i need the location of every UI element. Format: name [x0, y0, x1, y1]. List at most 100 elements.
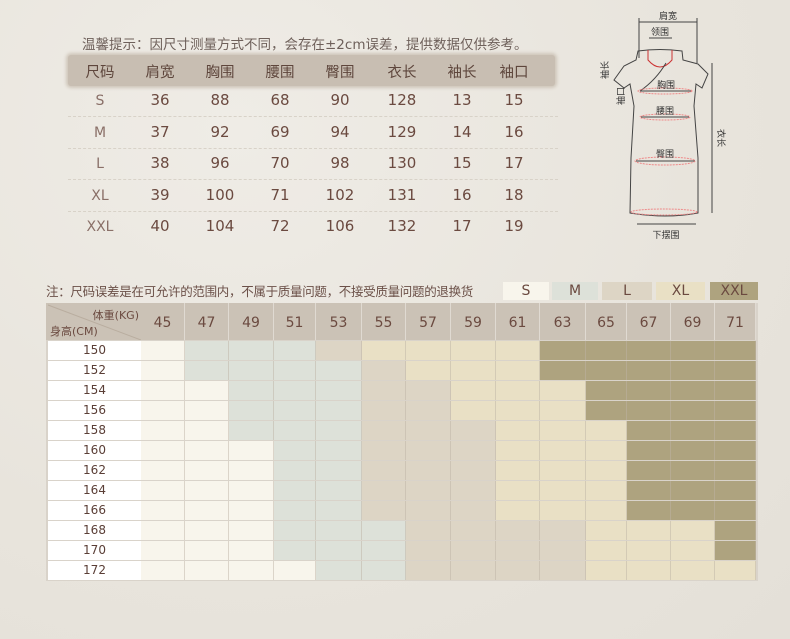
size-table-header: 袖口 — [499, 65, 529, 81]
weight-header: 69 — [671, 303, 715, 340]
grid-cell-s — [185, 461, 229, 480]
weight-header: 71 — [715, 303, 756, 340]
size-table-cell: 100 — [205, 186, 235, 204]
height-label: 170 — [48, 541, 141, 560]
label-shoulder: 肩宽 — [659, 10, 677, 22]
size-table-cell: 68 — [270, 91, 290, 109]
grid-cell-xl — [406, 341, 451, 360]
weight-header: 53 — [316, 303, 362, 340]
grid-cell-xl — [496, 381, 540, 400]
grid-cell-xxl — [586, 401, 627, 420]
grid-cell-xl — [586, 501, 627, 520]
height-label: 160 — [48, 441, 141, 460]
weight-header: 59 — [451, 303, 496, 340]
grid-cell-m — [274, 461, 316, 480]
grid-cell-xl — [715, 561, 756, 580]
height-axis-label: 身高(CM) — [50, 325, 98, 338]
size-label: XL — [91, 188, 109, 204]
grid-cell-xxl — [627, 381, 671, 400]
grid-cell-s — [229, 541, 274, 560]
legend-m: M — [552, 282, 598, 300]
label-waist: 腰围 — [656, 106, 674, 117]
grid-cell-l — [451, 421, 496, 440]
height-label: 150 — [48, 341, 141, 360]
grid-cell-l — [540, 521, 586, 540]
grid-cell-xxl — [671, 441, 715, 460]
label-sleeve: 袖长 — [599, 61, 611, 79]
size-table-cell: 19 — [504, 217, 524, 235]
grid-cell-l — [540, 541, 586, 560]
height-label: 154 — [48, 381, 141, 400]
grid-cell-xl — [540, 481, 586, 500]
size-table-header: 衣长 — [387, 65, 417, 81]
label-hip: 臀围 — [656, 149, 674, 160]
legend-s: S — [503, 282, 549, 300]
grid-cell-m — [229, 421, 274, 440]
grid-cell-s — [185, 561, 229, 580]
grid-cell-l — [362, 461, 406, 480]
height-label: 164 — [48, 481, 141, 500]
grid-cell-xl — [586, 541, 627, 560]
grid-cell-xl — [496, 401, 540, 420]
grid-cell-xl — [362, 341, 406, 360]
grid-cell-xl — [671, 541, 715, 560]
grid-cell-xxl — [671, 361, 715, 380]
size-table-header: 臀围 — [325, 65, 355, 81]
weight-header: 51 — [274, 303, 316, 340]
grid-cell-s — [141, 421, 185, 440]
weight-header: 55 — [362, 303, 406, 340]
grid-cell-m — [316, 361, 362, 380]
grid-cell-m — [274, 381, 316, 400]
size-table-cell: 72 — [270, 217, 290, 235]
grid-cell-xl — [496, 501, 540, 520]
grid-cell-xl — [496, 341, 540, 360]
label-length: 衣长 — [715, 129, 727, 147]
grid-cell-xxl — [715, 521, 756, 540]
size-table-cell: 92 — [210, 123, 230, 141]
grid-cell-xxl — [586, 341, 627, 360]
grid-cell-m — [229, 381, 274, 400]
grid-cell-xxl — [715, 341, 756, 360]
grid-cell-xxl — [671, 401, 715, 420]
grid-cell-xl — [586, 461, 627, 480]
grid-cell-xl — [627, 521, 671, 540]
grid-cell-xxl — [715, 501, 756, 520]
size-table-cell: 14 — [452, 123, 472, 141]
size-table-cell: 132 — [387, 217, 417, 235]
size-label: L — [96, 156, 104, 172]
grid-cell-s — [185, 501, 229, 520]
grid-cell-s — [185, 481, 229, 500]
grid-cell-l — [451, 441, 496, 460]
grid-cell-m — [362, 541, 406, 560]
grid-cell-xxl — [671, 461, 715, 480]
height-label: 166 — [48, 501, 141, 520]
grid-cell-s — [229, 521, 274, 540]
height-label: 156 — [48, 401, 141, 420]
grid-cell-s — [185, 541, 229, 560]
grid-cell-s — [141, 381, 185, 400]
grid-cell-xl — [451, 401, 496, 420]
size-table-header-band — [68, 55, 555, 86]
size-table-cell: 102 — [325, 186, 355, 204]
grid-cell-s — [141, 521, 185, 540]
grid-cell-l — [496, 561, 540, 580]
grid-cell-xxl — [715, 401, 756, 420]
grid-cell-xl — [540, 461, 586, 480]
grid-cell-xxl — [627, 341, 671, 360]
grid-cell-s — [185, 421, 229, 440]
grid-cell-xl — [586, 521, 627, 540]
grid-cell-m — [274, 421, 316, 440]
weight-header: 45 — [141, 303, 185, 340]
grid-cell-xl — [496, 441, 540, 460]
grid-cell-l — [451, 541, 496, 560]
grid-cell-xl — [451, 361, 496, 380]
grid-cell-l — [406, 401, 451, 420]
grid-cell-s — [185, 381, 229, 400]
size-table-cell: 40 — [150, 217, 170, 235]
size-table-cell: 16 — [504, 123, 524, 141]
grid-cell-s — [141, 441, 185, 460]
size-table-cell: 38 — [150, 154, 170, 172]
grid-cell-xxl — [627, 481, 671, 500]
grid-cell-m — [316, 461, 362, 480]
size-table-cell: 17 — [452, 217, 472, 235]
